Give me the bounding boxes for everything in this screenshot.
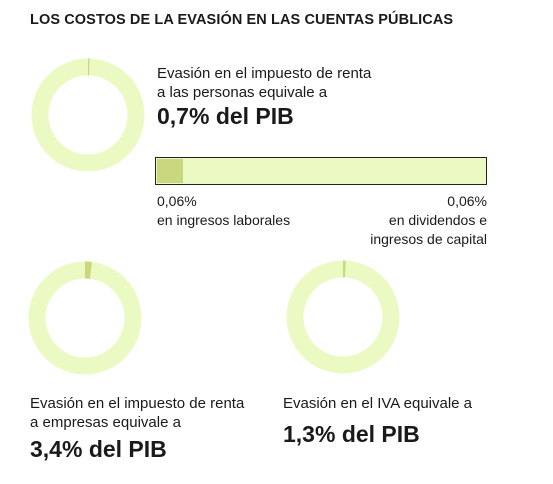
donut-personas	[31, 58, 145, 172]
donut-iva	[286, 260, 400, 374]
segment-laborales-label: en ingresos laborales	[157, 212, 291, 228]
segment-dividendos-value: 0,06%	[447, 193, 487, 209]
donut-ring	[286, 260, 400, 374]
personas-line1: Evasión en el impuesto de renta	[157, 65, 372, 82]
donut-ring	[31, 58, 145, 172]
donut-empresas	[28, 261, 142, 375]
segment-dividendos-label2: ingresos de capital	[370, 231, 487, 247]
personas-line2: a las personas equivale a	[157, 84, 328, 101]
chart-title: LOS COSTOS DE LA EVASIÓN EN LAS CUENTAS …	[30, 12, 454, 28]
segment-laborales-value: 0,06%	[157, 193, 197, 209]
breakdown-bar	[155, 157, 487, 185]
empresas-line2: a empresas equivale a	[30, 414, 181, 431]
iva-line1: Evasión en el IVA equivale a	[283, 395, 473, 412]
empresas-line1: Evasión en el impuesto de renta	[30, 395, 245, 412]
empresas-value-label: 3,4% del PIB	[30, 436, 167, 462]
bar-background	[156, 158, 486, 184]
bar-segment-laborales	[157, 159, 183, 183]
personas-value-label: 0,7% del PIB	[157, 103, 294, 129]
donut-ring	[28, 261, 142, 375]
iva-value-label: 1,3% del PIB	[283, 421, 420, 447]
segment-dividendos-label1: en dividendos e	[388, 212, 487, 228]
